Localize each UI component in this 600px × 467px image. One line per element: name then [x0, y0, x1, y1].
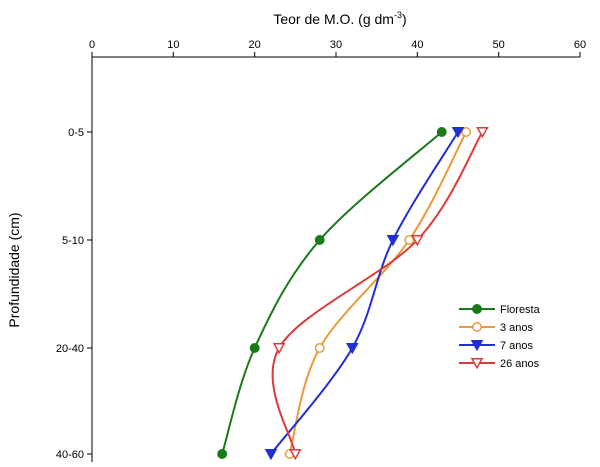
x-tick-label: 60 [574, 39, 586, 51]
legend-label-7-anos: 7 anos [500, 340, 534, 352]
series-26-anos [271, 127, 489, 461]
series-line-7-anos [270, 131, 459, 455]
legend-marker-floresta [472, 304, 482, 314]
legend-item-7-anos: 7 anos [459, 340, 534, 352]
legend-item-floresta: Floresta [459, 304, 541, 316]
legend-marker-3-anos [472, 322, 482, 332]
y-tick-label: 20-40 [56, 343, 84, 355]
y-tick-label: 5-10 [62, 235, 84, 247]
data-point-26-anos [272, 343, 286, 355]
data-point-26-anos [289, 449, 302, 461]
series-layer [217, 127, 489, 461]
x-tick-label: 0 [89, 39, 95, 51]
data-point-3-anos [314, 343, 325, 353]
data-point-floresta [249, 343, 260, 353]
data-point-7-anos [264, 449, 278, 461]
x-tick-label: 20 [249, 39, 261, 51]
axes: 0 10 20 30 40 50 60 0-5 5-10 20-40 40-60 [56, 39, 586, 462]
series-line-3-anos [288, 131, 468, 455]
data-point-7-anos [386, 235, 400, 247]
legend: Floresta 3 anos 7 anos 26 anos [459, 304, 541, 370]
data-point-floresta [436, 127, 447, 137]
legend-label-3-anos: 3 anos [500, 322, 534, 334]
data-point-7-anos [451, 127, 465, 139]
series-line-26-anos [271, 131, 484, 455]
legend-marker-7-anos [470, 340, 484, 352]
y-axis-title: Profundidade (cm) [6, 212, 22, 327]
legend-label-floresta: Floresta [500, 304, 541, 316]
y-tick-label: 40-60 [56, 449, 84, 461]
x-tick-label: 30 [330, 39, 342, 51]
y-tick-label: 0-5 [68, 127, 84, 139]
series-line-floresta [221, 131, 443, 455]
x-tick-label: 40 [411, 39, 423, 51]
series-floresta [217, 127, 447, 459]
data-point-3-anos [404, 235, 415, 245]
data-point-floresta [217, 449, 228, 459]
x-tick-label: 10 [167, 39, 179, 51]
legend-label-26-anos: 26 anos [500, 358, 540, 370]
data-point-3-anos [461, 127, 472, 137]
legend-item-26-anos: 26 anos [459, 358, 540, 370]
data-point-26-anos [411, 235, 424, 247]
series-7-anos [264, 127, 465, 461]
data-point-7-anos [345, 343, 359, 355]
x-tick-label: 50 [493, 39, 505, 51]
data-point-floresta [314, 235, 325, 245]
data-point-26-anos [476, 127, 489, 139]
x-axis-title: Teor de M.O. (g dm-3) [273, 10, 406, 27]
legend-item-3-anos: 3 anos [459, 322, 534, 334]
series-3-anos [284, 127, 472, 459]
legend-marker-26-anos [470, 358, 484, 370]
